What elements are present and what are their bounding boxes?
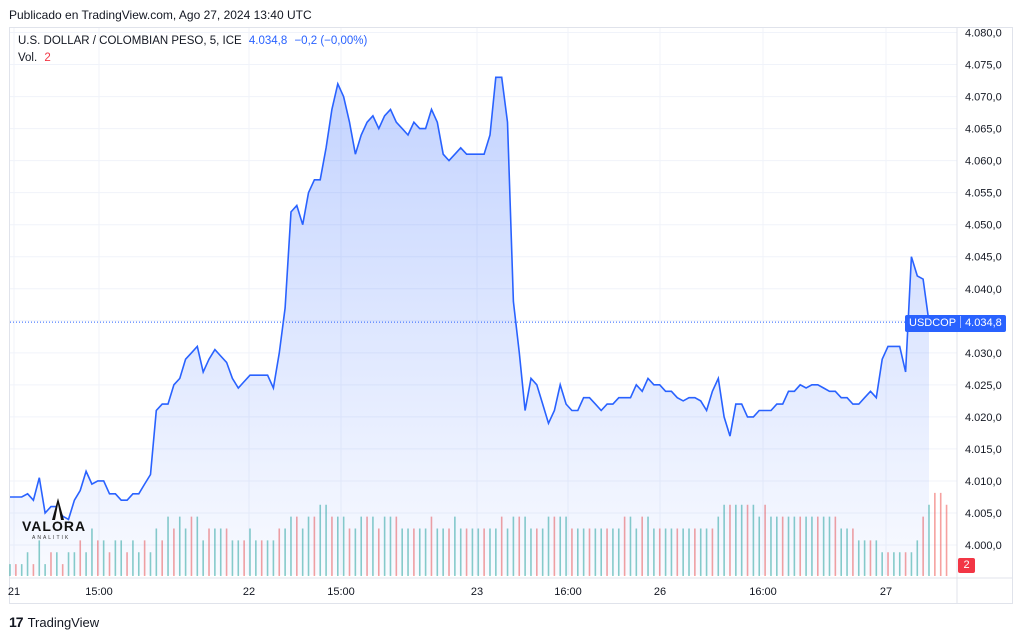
y-tick-label: 4.080,0 [965,28,1002,40]
price-tag-symbol: USDCOP [909,317,957,329]
y-tick-label: 4.070,0 [965,92,1002,104]
valora-word: VALORA [22,518,87,534]
chart-legend: U.S. DOLLAR / COLOMBIAN PESO, 5, ICE 4.0… [18,35,367,47]
change-value: −0,2 (−0,00%) [294,35,368,47]
y-tick-label: 4.050,0 [965,220,1002,232]
symbol-label: U.S. DOLLAR / COLOMBIAN PESO, 5, ICE [18,35,242,47]
x-tick-label: 16:00 [554,586,582,598]
x-tick-label: 23 [471,586,483,598]
x-tick-label: 16:00 [749,586,777,598]
price-area [10,77,929,576]
price-tag: USDCOP 4.034,8 [905,315,1006,332]
brand-label: TradingView [27,614,100,630]
volume-legend: Vol. 2 [18,52,51,64]
last-value: 4.034,8 [248,35,288,47]
y-tick-label: 4.000,0 [965,540,1002,552]
x-tick-label: 26 [654,586,666,598]
valora-logo-icon [52,498,64,520]
volume-tag: 2 [958,558,975,573]
volume-value: 2 [44,52,51,64]
tradingview-brand[interactable]: 17 TradingView [9,614,99,630]
price-tag-value: 4.034,8 [965,317,1002,329]
y-tick-label: 4.065,0 [965,124,1002,136]
y-tick-label: 4.045,0 [965,252,1002,264]
y-tick-label: 4.030,0 [965,348,1002,360]
valora-watermark: VALORA ANALITIK [22,498,94,542]
x-tick-label: 22 [243,586,255,598]
y-tick-label: 4.010,0 [965,476,1002,488]
y-tick-label: 4.025,0 [965,380,1002,392]
volume-bar [939,492,942,576]
volume-bar [945,504,948,576]
tradingview-logo-icon: 17 [9,614,24,630]
valora-sub: ANALITIK [32,535,71,541]
y-tick-label: 4.060,0 [965,156,1002,168]
x-tick-label: 15:00 [327,586,355,598]
x-tick-label: 21 [8,586,20,598]
published-note: Publicado en TradingView.com, Ago 27, 20… [9,8,312,22]
x-axis: 21 15:00 22 15:00 23 16:00 26 16:00 27 [8,586,892,598]
y-tick-label: 4.040,0 [965,284,1002,296]
y-tick-label: 4.075,0 [965,60,1002,72]
y-tick-label: 4.055,0 [965,188,1002,200]
price-line [10,76,930,521]
y-tick-label: 4.005,0 [965,508,1002,520]
volume-label: Vol. [18,52,38,64]
y-tick-label: 4.015,0 [965,444,1002,456]
volume-bar [934,492,936,576]
x-tick-label: 15:00 [85,586,113,598]
y-axis: 4.080,0 4.075,0 4.070,0 4.065,0 4.060,0 4.055… [965,28,1002,553]
x-tick-label: 27 [880,586,892,598]
chart-frame[interactable] [9,27,1013,604]
y-tick-label: 4.020,0 [965,412,1002,424]
